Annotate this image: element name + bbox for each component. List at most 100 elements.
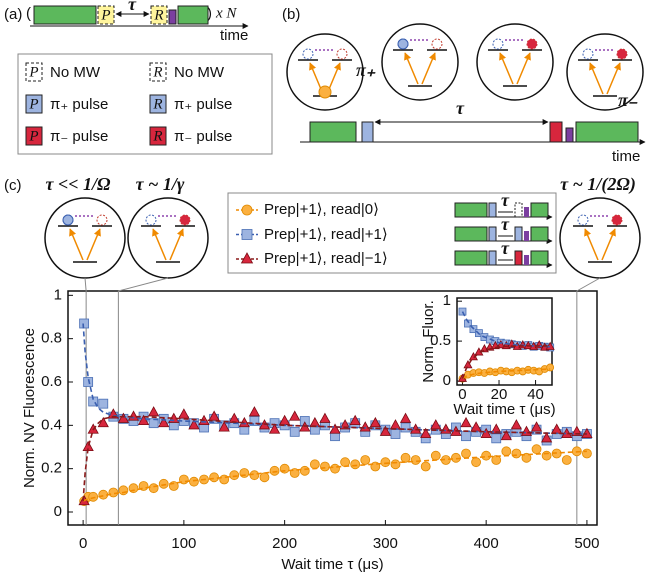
point bbox=[309, 459, 320, 470]
point bbox=[118, 485, 129, 496]
tau-label: τ bbox=[501, 190, 510, 210]
x-tick-label: 500 bbox=[574, 535, 599, 552]
point bbox=[400, 422, 411, 433]
laser-pulse bbox=[177, 5, 209, 25]
legend-symbol bbox=[25, 126, 43, 146]
legend-symbol-letter: P bbox=[28, 96, 38, 112]
legend-label: π₋ pulse bbox=[174, 128, 232, 145]
point bbox=[349, 414, 361, 426]
point bbox=[379, 425, 392, 436]
level-circle bbox=[566, 33, 644, 111]
point bbox=[390, 429, 401, 439]
x-tick-label: 200 bbox=[272, 535, 297, 552]
point bbox=[501, 446, 512, 457]
panel-c: (c) τ << 1/Ω τ ~ 1/γ τ ~ 1/(2Ω) Prep|+1⟩… bbox=[4, 174, 641, 279]
point bbox=[420, 427, 432, 439]
point bbox=[458, 307, 467, 316]
legend-label: Prep|+1⟩, read|−1⟩ bbox=[264, 250, 388, 267]
legend-symbol-letter: R bbox=[152, 128, 162, 144]
x-tick-label: 20 bbox=[491, 386, 508, 403]
point bbox=[289, 410, 301, 421]
x-tick-label: 40 bbox=[527, 386, 544, 403]
readout bbox=[168, 9, 177, 25]
legend-marker bbox=[241, 204, 253, 216]
point bbox=[360, 455, 371, 465]
y-tick-label: 0 bbox=[443, 372, 451, 389]
pi-plus: π₊ bbox=[356, 60, 376, 80]
point bbox=[249, 416, 260, 426]
legend-label: Prep|+1⟩, read|+1⟩ bbox=[264, 226, 388, 243]
laser-pulse bbox=[309, 121, 357, 143]
point bbox=[490, 423, 502, 434]
point bbox=[158, 478, 169, 489]
point bbox=[399, 412, 412, 423]
panel-label: (b) bbox=[282, 6, 300, 23]
point bbox=[259, 472, 270, 483]
level-circle bbox=[44, 197, 126, 279]
point bbox=[430, 450, 441, 461]
point bbox=[521, 452, 532, 463]
point bbox=[158, 416, 170, 428]
point bbox=[491, 433, 502, 444]
mw-pulse bbox=[549, 121, 563, 143]
repeat-label: x N bbox=[215, 5, 237, 21]
panel-label: (c) bbox=[4, 177, 22, 194]
point bbox=[420, 461, 431, 472]
level-circle bbox=[381, 23, 459, 101]
point bbox=[430, 419, 442, 430]
x-tick-label: 300 bbox=[373, 535, 398, 552]
point bbox=[464, 319, 472, 328]
point bbox=[461, 448, 471, 459]
legend-label: π₊ pulse bbox=[50, 96, 108, 113]
point bbox=[268, 423, 281, 434]
legend-symbol-letter: R bbox=[152, 64, 162, 80]
point bbox=[540, 432, 553, 443]
y-axis-label: Norm. NV Fluorescence bbox=[21, 328, 38, 488]
legend-label: No MW bbox=[174, 64, 225, 81]
readout bbox=[565, 127, 574, 143]
reference-connector bbox=[84, 277, 87, 292]
point bbox=[460, 416, 472, 428]
point bbox=[530, 421, 543, 432]
point bbox=[531, 444, 542, 455]
point bbox=[88, 491, 99, 502]
x-tick-label: 0 bbox=[79, 535, 87, 552]
point bbox=[481, 450, 492, 461]
paren: ( bbox=[26, 5, 31, 22]
y-axis-label: Norm. Fluor. bbox=[420, 300, 437, 383]
fit-line bbox=[82, 415, 587, 502]
level-circle bbox=[559, 197, 641, 279]
point bbox=[369, 416, 381, 428]
point bbox=[510, 419, 523, 430]
point bbox=[189, 476, 199, 487]
legend-symbol bbox=[25, 94, 43, 114]
point bbox=[208, 410, 220, 421]
point bbox=[390, 459, 401, 470]
pulse-box bbox=[97, 5, 115, 25]
point bbox=[461, 431, 471, 442]
legend-marker bbox=[241, 229, 253, 240]
legend-label: π₋ pulse bbox=[50, 128, 108, 145]
point bbox=[320, 461, 330, 472]
point bbox=[350, 459, 361, 470]
time-label: time bbox=[612, 148, 640, 165]
panel-b: (b) π₊ π₋ time τ bbox=[282, 6, 646, 165]
reference-connector bbox=[118, 277, 169, 292]
y-tick-label: 0.8 bbox=[41, 330, 62, 347]
point bbox=[330, 463, 340, 474]
fit-line bbox=[461, 345, 551, 379]
y-tick-label: 0.5 bbox=[430, 332, 451, 349]
point bbox=[117, 412, 130, 423]
point bbox=[218, 421, 230, 432]
tau-label: τ bbox=[128, 0, 137, 14]
paren: ) bbox=[207, 5, 212, 22]
point bbox=[83, 377, 94, 387]
point bbox=[329, 423, 341, 434]
legend-symbol bbox=[149, 94, 167, 114]
y-tick-label: 1 bbox=[54, 286, 62, 303]
point bbox=[582, 448, 592, 459]
x-axis-label: Wait time τ (μs) bbox=[281, 556, 383, 573]
tau-label: τ bbox=[456, 98, 465, 118]
annotation: τ ~ 1/γ bbox=[136, 174, 185, 194]
y-tick-label: 0.4 bbox=[41, 416, 62, 433]
